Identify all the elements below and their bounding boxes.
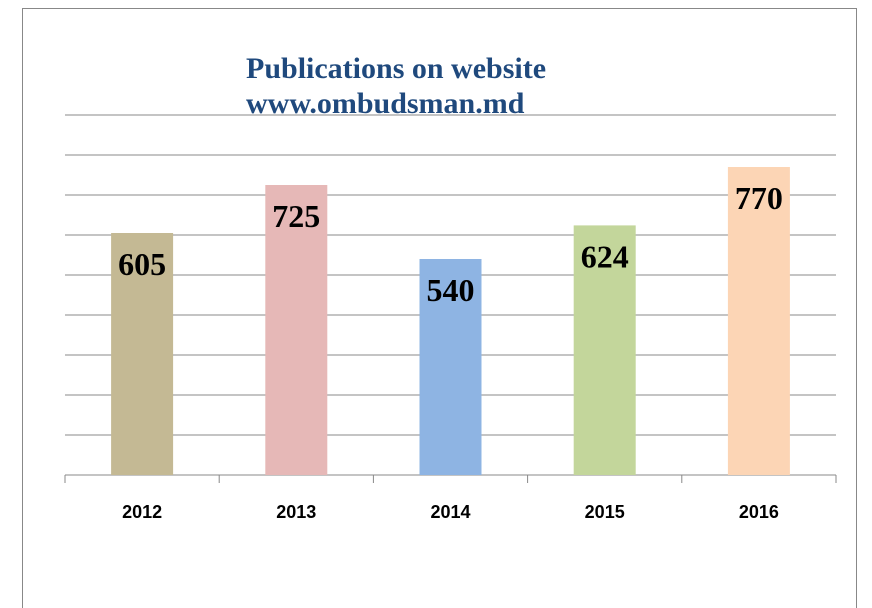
x-tick-label: 2013: [276, 502, 316, 522]
x-tick-label: 2015: [585, 502, 625, 522]
x-tick-label: 2014: [430, 502, 470, 522]
bar: [419, 259, 482, 475]
data-label: 605: [118, 246, 166, 282]
chart-title: Publications on website: [246, 52, 546, 85]
x-tick-label: 2016: [739, 502, 779, 522]
chart-subtitle: www.ombudsman.md: [246, 87, 525, 120]
bar: [727, 167, 790, 475]
data-label: 725: [272, 198, 320, 234]
data-label: 540: [427, 272, 475, 308]
bar: [111, 233, 174, 475]
bar: [573, 225, 636, 475]
data-label: 624: [581, 238, 629, 274]
data-label: 770: [735, 180, 783, 216]
bar: [265, 185, 328, 475]
x-tick-label: 2012: [122, 502, 162, 522]
